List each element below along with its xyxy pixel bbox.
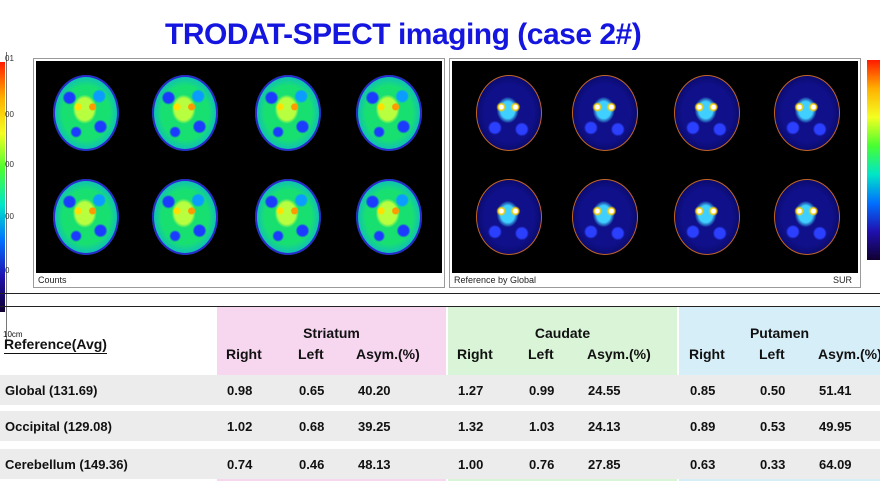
cell: 0.65: [299, 383, 325, 398]
subheader-left: Left: [298, 346, 324, 362]
brain-slice-image: [152, 179, 218, 255]
cell: 0.98: [227, 383, 253, 398]
subheader-asym: Asym.(%): [587, 346, 651, 362]
table-row-gap: [0, 441, 880, 449]
scale-tick: 01: [5, 54, 14, 63]
cell: 0.46: [299, 457, 325, 472]
table-row-gap: [0, 405, 880, 411]
subheader-left: Left: [528, 346, 554, 362]
group-header-caudate: Caudate: [534, 325, 591, 341]
table-row-bg: [0, 411, 880, 441]
brain-slice-image: [774, 75, 840, 151]
brain-slice-image: [255, 75, 321, 151]
brain-slice-image: [53, 179, 119, 255]
table-row-bg: [0, 449, 880, 479]
counts-image-area: [36, 61, 442, 273]
table-row-bg: [0, 375, 880, 405]
row-reference: Global (131.69): [5, 383, 98, 398]
cell: 0.53: [760, 419, 786, 434]
divider: [0, 293, 880, 294]
brain-slice-image: [674, 179, 740, 255]
cell: 0.68: [299, 419, 325, 434]
brain-slice-image: [572, 179, 638, 255]
scale-tick: 00: [5, 212, 14, 221]
scale-rule: [6, 52, 7, 342]
row-reference: Cerebellum (149.36): [5, 457, 128, 472]
cell: 0.89: [690, 419, 716, 434]
subheader-asym: Asym.(%): [356, 346, 420, 362]
cell: 0.99: [529, 383, 555, 398]
panel-caption: Counts: [38, 275, 67, 285]
color-scale-bar: [867, 60, 880, 260]
cell: 1.02: [227, 419, 253, 434]
cell: 0.76: [529, 457, 555, 472]
cell: 0.74: [227, 457, 253, 472]
unit-label: SUR: [832, 275, 852, 285]
cell: 40.20: [358, 383, 391, 398]
cell: 1.27: [458, 383, 484, 398]
left-color-scale: 01 00 00 00 0: [0, 52, 14, 342]
divider: [0, 306, 880, 307]
cell: 27.85: [588, 457, 621, 472]
brain-slice-image: [774, 179, 840, 255]
cell: 51.41: [819, 383, 852, 398]
scale-label: 10cm: [3, 330, 23, 339]
scale-tick: 0: [5, 266, 10, 275]
counts-panel: Counts: [33, 58, 445, 288]
brain-slice-image: [356, 179, 422, 255]
cell: 0.63: [690, 457, 716, 472]
subheader-left: Left: [759, 346, 785, 362]
brain-slice-image: [152, 75, 218, 151]
scale-tick: 00: [5, 110, 14, 119]
subheader-right: Right: [689, 346, 725, 362]
panel-caption: Reference by Global: [454, 275, 537, 285]
cell: 39.25: [358, 419, 391, 434]
cell: 0.33: [760, 457, 786, 472]
brain-slice-image: [255, 179, 321, 255]
cell: 1.03: [529, 419, 555, 434]
reference-panel: Reference by Global SUR: [449, 58, 861, 288]
cell: 64.09: [819, 457, 852, 472]
subheader-right: Right: [226, 346, 262, 362]
group-header-striatum: Striatum: [303, 325, 360, 341]
subheader-right: Right: [457, 346, 493, 362]
group-header-putamen: Putamen: [749, 325, 810, 341]
brain-slice-image: [356, 75, 422, 151]
color-scale-bar: [0, 62, 5, 312]
cell: 24.55: [588, 383, 621, 398]
brain-slice-image: [476, 179, 542, 255]
page-title: TRODAT-SPECT imaging (case 2#): [165, 18, 642, 51]
brain-slice-image: [674, 75, 740, 151]
brain-slice-image: [572, 75, 638, 151]
scale-tick: 00: [5, 160, 14, 169]
cell: 0.50: [760, 383, 786, 398]
cell: 49.95: [819, 419, 852, 434]
cell: 48.13: [358, 457, 391, 472]
brain-slice-image: [53, 75, 119, 151]
subheader-asym: Asym.(%): [818, 346, 880, 362]
cell: 0.85: [690, 383, 716, 398]
reference-image-area: [452, 61, 858, 273]
cell: 1.00: [458, 457, 484, 472]
cell: 1.32: [458, 419, 484, 434]
reference-header: Reference(Avg): [4, 336, 107, 354]
cell: 24.13: [588, 419, 621, 434]
brain-slice-image: [476, 75, 542, 151]
row-reference: Occipital (129.08): [5, 419, 112, 434]
